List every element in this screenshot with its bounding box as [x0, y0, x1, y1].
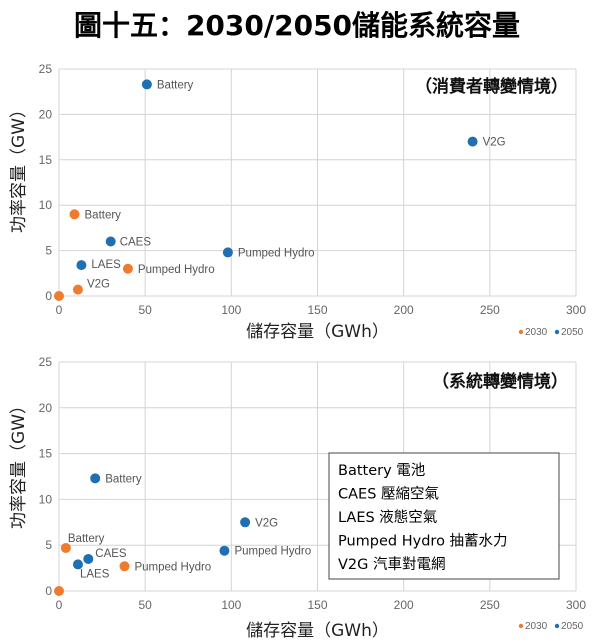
point-2050 [72, 559, 83, 570]
point-label: LAES [80, 568, 110, 580]
point-2050 [141, 79, 152, 90]
y-tick-label: 0 [45, 289, 52, 303]
point-label: Battery [85, 209, 122, 221]
point-2030 [122, 263, 133, 274]
y-tick-label: 25 [39, 62, 53, 76]
y-axis-title: 功率容量（GW） [9, 397, 29, 529]
glossary-item: V2G 汽車對電網 [338, 556, 446, 573]
legend-marker-2030 [518, 623, 524, 629]
point-label: V2G [87, 279, 110, 291]
x-tick-label: 100 [221, 303, 241, 317]
glossary-item: Battery 電池 [338, 462, 425, 479]
point-label: LAES [91, 259, 121, 271]
scenario-subtitle: （消費者轉變情境） [415, 76, 568, 97]
y-tick-label: 10 [39, 198, 53, 212]
point-2050 [76, 260, 87, 271]
point-2050 [90, 473, 101, 484]
point-2030 [69, 209, 80, 220]
x-tick-label: 200 [394, 303, 414, 317]
legend-marker-2050 [554, 623, 560, 629]
point-label: Pumped Hydro [134, 561, 211, 573]
y-tick-label: 20 [39, 107, 53, 121]
glossary-item: LAES 液態空氣 [338, 509, 437, 526]
glossary-box [328, 452, 560, 580]
point-2050 [222, 247, 233, 258]
scenario-subtitle: （系統轉變情境） [432, 371, 568, 392]
x-tick-label: 250 [480, 303, 500, 317]
point-label: CAES [120, 237, 152, 249]
point-2050 [105, 236, 116, 247]
point-2050 [240, 517, 251, 528]
point-label: Pumped Hydro [238, 247, 315, 259]
y-tick-label: 0 [45, 584, 52, 598]
x-tick-label: 0 [56, 303, 63, 317]
point-2030 [54, 586, 64, 596]
y-tick-label: 15 [39, 153, 53, 167]
x-tick-label: 50 [138, 303, 152, 317]
glossary-item: CAES 壓縮空氣 [338, 486, 439, 503]
point-2050 [467, 136, 478, 147]
legend-marker-2030 [518, 329, 524, 335]
x-tick-label: 200 [394, 598, 414, 612]
figure-title: 圖十五：2030/2050儲能系統容量 [73, 9, 521, 42]
x-tick-label: 300 [566, 598, 586, 612]
point-2050 [83, 553, 94, 564]
x-tick-label: 100 [221, 598, 241, 612]
x-tick-label: 50 [138, 598, 152, 612]
legend-marker-2050 [554, 329, 560, 335]
point-label: Battery [68, 533, 105, 545]
legend-label-2050: 2050 [561, 621, 584, 632]
y-tick-label: 5 [45, 538, 52, 552]
y-axis-title: 功率容量（GW） [9, 101, 29, 233]
point-2030 [54, 291, 64, 301]
x-tick-label: 0 [56, 598, 63, 612]
x-axis-title: 儲存容量（GWh） [246, 621, 389, 641]
y-tick-label: 5 [45, 244, 52, 258]
point-2050 [219, 545, 230, 556]
point-label: V2G [483, 137, 506, 149]
y-tick-label: 20 [39, 401, 53, 415]
legend-label-2030: 2030 [525, 327, 548, 338]
point-2030 [72, 284, 83, 295]
x-tick-label: 300 [566, 303, 586, 317]
glossary-item: Pumped Hydro 抽蓄水力 [338, 533, 508, 550]
y-tick-label: 15 [39, 447, 53, 461]
x-tick-label: 150 [307, 598, 327, 612]
x-tick-label: 250 [480, 598, 500, 612]
legend-label-2050: 2050 [561, 327, 584, 338]
y-tick-label: 10 [39, 492, 53, 506]
x-axis-title: 儲存容量（GWh） [246, 322, 389, 342]
point-2030 [60, 542, 71, 553]
point-label: CAES [95, 548, 127, 560]
point-2030 [119, 561, 130, 572]
point-label: Battery [157, 79, 194, 91]
point-label: V2G [255, 517, 278, 529]
point-label: Pumped Hydro [234, 546, 311, 558]
legend-label-2030: 2030 [525, 621, 548, 632]
point-label: Pumped Hydro [138, 264, 215, 276]
x-tick-label: 150 [307, 303, 327, 317]
y-tick-label: 25 [39, 355, 53, 369]
point-label: Battery [105, 473, 142, 485]
